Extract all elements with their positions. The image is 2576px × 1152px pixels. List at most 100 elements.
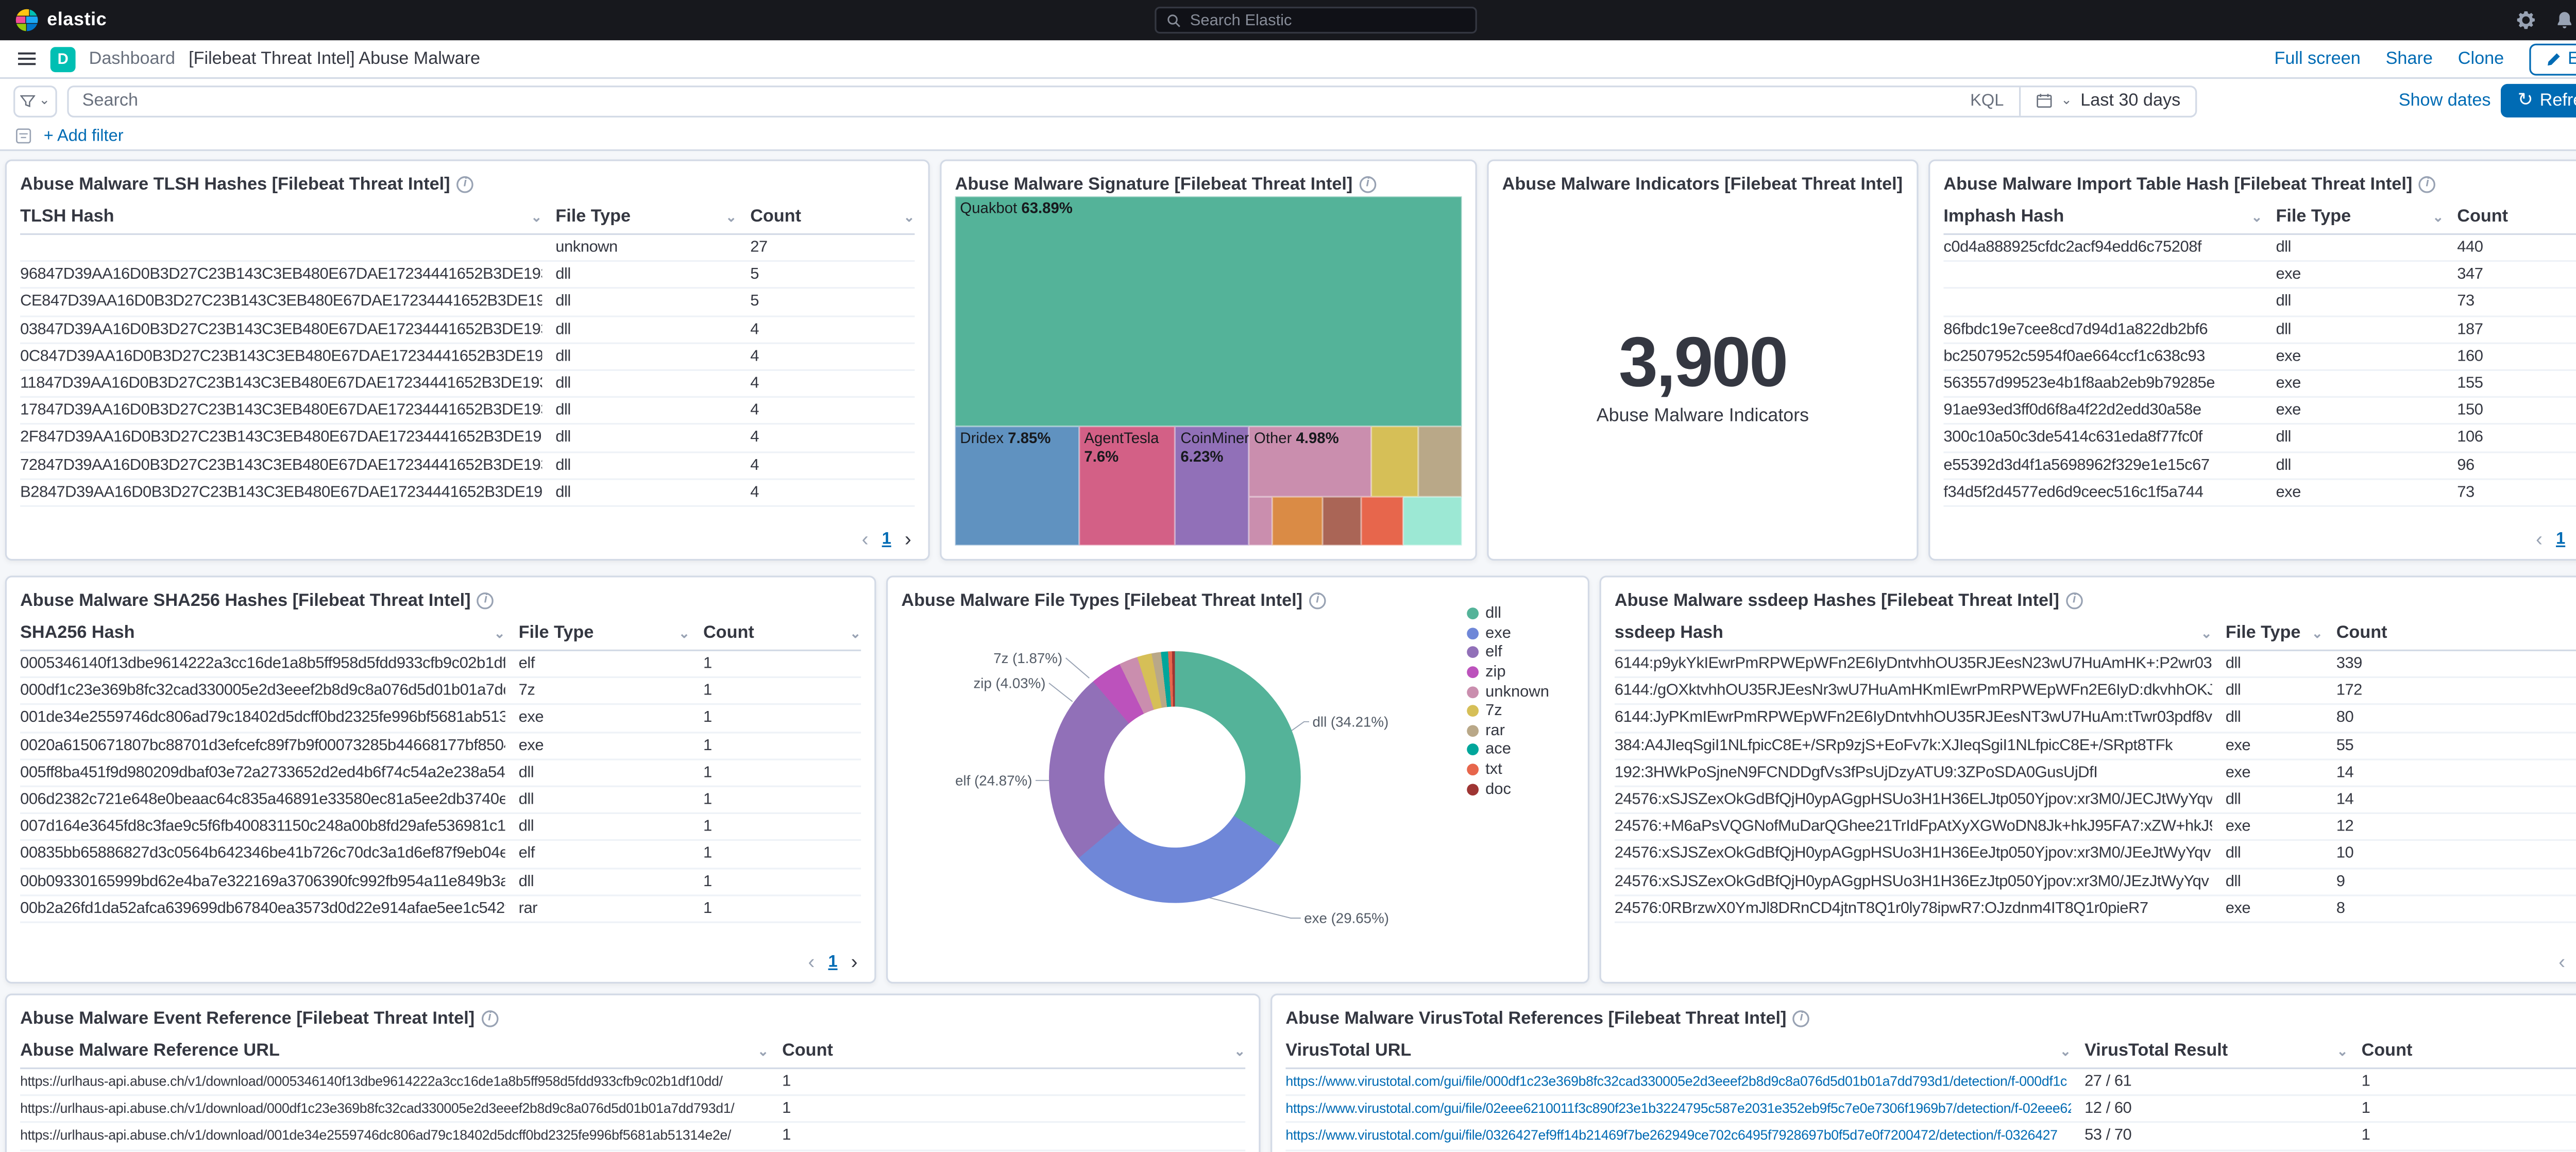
info-icon[interactable]: i — [477, 592, 495, 609]
menu-icon[interactable] — [17, 48, 37, 69]
legend-item[interactable]: rar — [1467, 721, 1549, 740]
column-header[interactable]: Count⌄ — [782, 1040, 1246, 1061]
bell-icon[interactable] — [2554, 10, 2574, 30]
table-cell: 347 — [2457, 265, 2483, 284]
next-page-icon[interactable]: › — [904, 527, 911, 551]
panel-title: Abuse Malware File Types [Filebeat Threa… — [901, 591, 1574, 611]
elastic-logo[interactable]: elastic — [15, 8, 107, 32]
info-icon[interactable]: i — [2065, 592, 2083, 609]
legend-item[interactable]: dll — [1467, 604, 1549, 624]
prev-page-icon[interactable]: ‹ — [2558, 950, 2566, 974]
column-header[interactable]: File Type ⌄ — [555, 206, 737, 227]
table-cell: exe — [2225, 736, 2251, 755]
column-header[interactable]: File Type ⌄ — [2225, 622, 2323, 643]
table-cell: dll — [518, 872, 534, 891]
file-types-donut[interactable] — [1049, 651, 1301, 903]
panel-title: Abuse Malware Event Reference [Filebeat … — [20, 1009, 1245, 1029]
treemap-tile[interactable] — [1418, 427, 1462, 497]
space-avatar[interactable]: D — [50, 46, 76, 72]
table-cell: 91ae93ed3ff0d6f8a4f22d2edd30a58e — [1943, 401, 2201, 420]
column-header[interactable]: Count⌄ — [703, 622, 861, 643]
sort-chevron-icon: ⌄ — [2336, 1043, 2348, 1058]
treemap-tile[interactable] — [1403, 496, 1462, 546]
legend-item[interactable]: txt — [1467, 760, 1549, 780]
column-header[interactable]: SHA256 Hash ⌄ — [20, 622, 505, 643]
prev-page-icon[interactable]: ‹ — [2535, 527, 2543, 551]
breadcrumb-dashboard[interactable]: Dashboard — [89, 48, 176, 69]
filter-editor-icon[interactable] — [15, 128, 32, 145]
refresh-button[interactable]: ↻ Refresh — [2501, 83, 2576, 118]
column-header[interactable]: Count⌄ — [2336, 622, 2387, 643]
treemap-tile[interactable] — [1370, 427, 1419, 497]
legend-label: ace — [1485, 741, 1511, 759]
full-screen-link[interactable]: Full screen — [2274, 48, 2361, 69]
table-cell: 24576:+M6aPsVQGNofMuDarQGhee21TrIdFpAtXy… — [1614, 818, 2212, 837]
column-header[interactable]: ssdeep Hash ⌄ — [1614, 622, 2212, 643]
page-number[interactable]: 1 — [828, 952, 838, 971]
treemap-tile[interactable]: Other 4.98% — [1249, 427, 1371, 497]
prev-page-icon[interactable]: ‹ — [808, 950, 815, 974]
treemap-tile[interactable]: Dridex 7.85% — [955, 427, 1079, 546]
treemap-tile[interactable]: CoinMiner 6.23% — [1175, 427, 1249, 546]
sort-chevron-icon: ⌄ — [2251, 209, 2263, 224]
legend-item[interactable]: doc — [1467, 780, 1549, 799]
column-header[interactable]: VirusTotal URL ⌄ — [1285, 1040, 2072, 1061]
gear-icon[interactable] — [2516, 10, 2536, 30]
add-filter-link[interactable]: + Add filter — [43, 126, 124, 145]
treemap-tile[interactable] — [1360, 496, 1404, 546]
saved-query-menu-button[interactable]: ⌄ — [13, 84, 57, 117]
ssdeep-table: ssdeep Hash⌄ File Type⌄ Count⌄ 6144:p9ykYkI… — [1614, 619, 2576, 923]
info-icon[interactable]: i — [1359, 176, 1376, 193]
panel-title-text: Abuse Malware Event Reference [Filebeat … — [20, 1008, 475, 1029]
table-cell-link[interactable]: https://www.virustotal.com/gui/file/000d… — [1285, 1074, 2067, 1090]
legend-item[interactable]: unknown — [1467, 682, 1549, 702]
date-picker-button[interactable]: ⌄ Last 30 days — [2021, 91, 2196, 111]
share-link[interactable]: Share — [2385, 48, 2433, 69]
legend-item[interactable]: 7z — [1467, 702, 1549, 721]
treemap-tile[interactable]: AgentTesla 7.6% — [1079, 427, 1176, 546]
table-row: unknown 27 — [20, 235, 915, 262]
show-dates-link[interactable]: Show dates — [2398, 90, 2491, 111]
table-cell-link[interactable]: https://www.virustotal.com/gui/file/0326… — [1285, 1128, 2058, 1144]
column-header[interactable]: File Type ⌄ — [518, 622, 690, 643]
table-cell: e55392d3d4f1a5698962f329e1e15c67 — [1943, 455, 2210, 475]
prev-page-icon[interactable]: ‹ — [861, 527, 869, 551]
treemap-tile[interactable] — [1272, 496, 1323, 546]
column-header[interactable]: Count⌄ — [2361, 1040, 2413, 1061]
table-cell: 53 / 70 — [2084, 1127, 2132, 1146]
column-header[interactable]: Imphash Hash ⌄ — [1943, 206, 2263, 227]
kql-search-input[interactable]: Search KQL ⌄ Last 30 days — [67, 84, 2197, 117]
treemap-tile[interactable] — [1322, 496, 1361, 546]
column-header[interactable]: TLSH Hash ⌄ — [20, 206, 543, 227]
edit-button[interactable]: Edit — [2529, 43, 2576, 75]
legend-item[interactable]: ace — [1467, 740, 1549, 760]
info-icon[interactable]: i — [456, 176, 474, 193]
column-header[interactable]: File Type ⌄ — [2276, 206, 2444, 227]
table-row: 007d164e3645fd8c3fae9c5f6fb400831150c248… — [20, 814, 861, 842]
page-number[interactable]: 1 — [2556, 529, 2566, 548]
info-icon[interactable]: i — [481, 1010, 498, 1027]
info-icon[interactable]: i — [1309, 592, 1326, 609]
global-search-input[interactable]: Search Elastic — [1155, 7, 1477, 34]
table-cell: dll — [2225, 790, 2241, 809]
column-header[interactable]: Count⌄ — [750, 206, 915, 227]
info-icon[interactable]: i — [2419, 176, 2436, 193]
column-header[interactable]: Count⌄ — [2457, 206, 2509, 227]
table-cell-link[interactable]: https://www.virustotal.com/gui/file/02ee… — [1285, 1101, 2072, 1117]
treemap-tile[interactable] — [1249, 496, 1272, 546]
legend-dot — [1467, 705, 1479, 717]
table-row: 001de34e2559746dc806ad79c18402d5dcff0bd2… — [20, 705, 861, 733]
info-icon[interactable]: i — [1793, 1010, 1810, 1027]
next-page-icon[interactable]: › — [851, 950, 858, 974]
clone-link[interactable]: Clone — [2458, 48, 2504, 69]
column-header[interactable]: Abuse Malware Reference URL ⌄ — [20, 1040, 769, 1061]
table-row: exe 347 — [1943, 262, 2576, 290]
column-header[interactable]: VirusTotal Result ⌄ — [2084, 1040, 2348, 1061]
page-number[interactable]: 1 — [882, 529, 891, 548]
treemap-tile[interactable]: Quakbot 63.89% — [955, 196, 1462, 427]
table-header-row: Abuse Malware Reference URL ⌄ Count ⌄ — [20, 1037, 1246, 1070]
legend-item[interactable]: elf — [1467, 643, 1549, 663]
legend-item[interactable]: exe — [1467, 624, 1549, 643]
legend-item[interactable]: zip — [1467, 663, 1549, 682]
query-language-button[interactable]: KQL — [1970, 91, 2004, 110]
